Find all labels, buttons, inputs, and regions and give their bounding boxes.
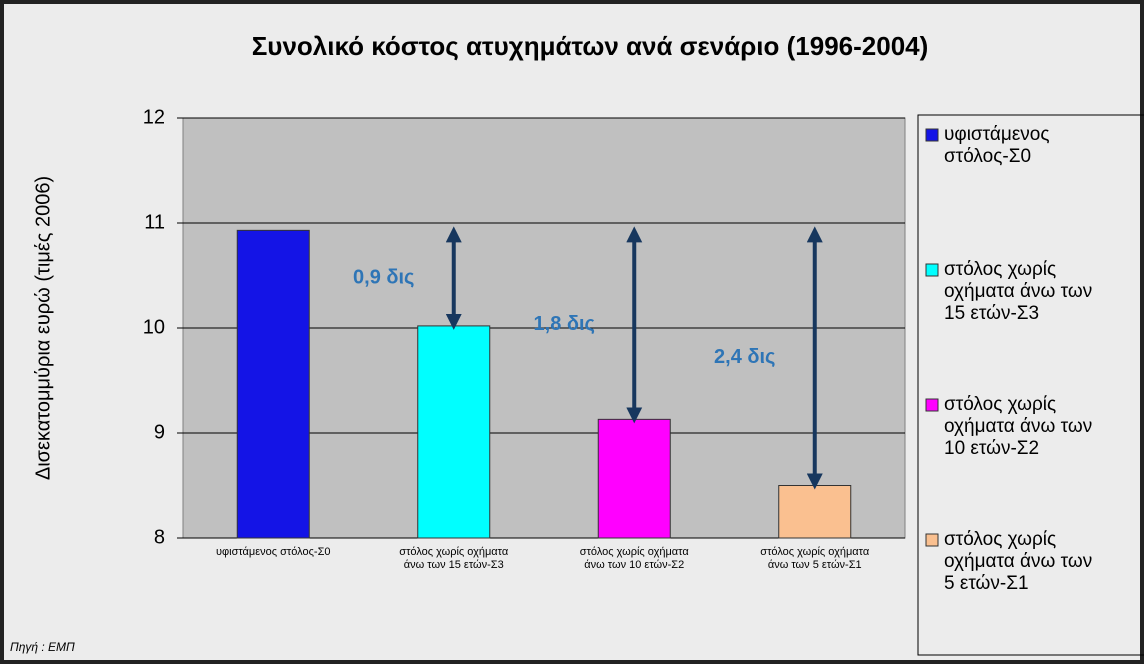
legend-swatch — [925, 398, 939, 412]
legend-swatch — [925, 263, 939, 277]
legend-label: 5 ετών-Σ1 — [944, 573, 1029, 594]
y-tick-label: 12 — [143, 106, 165, 128]
annotation: 0,9 δις — [353, 266, 414, 288]
legend-label: οχήματα άνω των — [944, 416, 1092, 437]
bar — [597, 418, 671, 539]
legend-label: οχήματα άνω των — [944, 281, 1092, 302]
legend-label: στόλος χωρίς — [944, 259, 1056, 280]
legend-label: στόλος-Σ0 — [944, 146, 1031, 167]
y-tick-label: 11 — [144, 211, 165, 233]
x-tick-label: στόλος χωρίς οχήματα — [580, 546, 690, 558]
legend-swatch — [925, 533, 939, 547]
x-tick-label: άνω των 5 ετών-Σ1 — [768, 559, 862, 571]
source: Πηγή : ΕΜΠ — [10, 640, 75, 654]
legend-label: 15 ετών-Σ3 — [944, 303, 1039, 324]
legend-label: οχήματα άνω των — [944, 551, 1092, 572]
x-tick-label: υφιστάμενος στόλος-Σ0 — [216, 546, 331, 558]
x-tick-label: στόλος χωρίς οχήματα — [399, 546, 509, 558]
legend-box — [917, 114, 1144, 656]
annotation: 1,8 δις — [534, 313, 595, 335]
y-axis-label: Δισεκατομμύρια ευρώ (τιμές 2006) — [32, 176, 54, 480]
legend-swatch — [925, 128, 939, 142]
annotation: 2,4 δις — [714, 346, 775, 368]
legend-label: στόλος χωρίς — [944, 529, 1056, 550]
y-tick-label: 9 — [154, 421, 165, 443]
chart-title: Συνολικό κόστος ατυχημάτων ανά σενάριο (… — [252, 31, 929, 61]
legend-label: 10 ετών-Σ2 — [944, 438, 1039, 459]
legend-label: υφιστάμενος — [944, 124, 1050, 145]
y-tick-label: 10 — [143, 316, 165, 338]
legend-label: στόλος χωρίς — [944, 394, 1056, 415]
y-tick-label: 8 — [154, 526, 165, 548]
x-tick-label: άνω των 10 ετών-Σ2 — [584, 559, 684, 571]
bar — [417, 325, 491, 539]
x-tick-label: στόλος χωρίς οχήματα — [760, 546, 870, 558]
bar — [778, 485, 852, 539]
bar — [236, 229, 310, 539]
x-tick-label: άνω των 15 ετών-Σ3 — [404, 559, 504, 571]
